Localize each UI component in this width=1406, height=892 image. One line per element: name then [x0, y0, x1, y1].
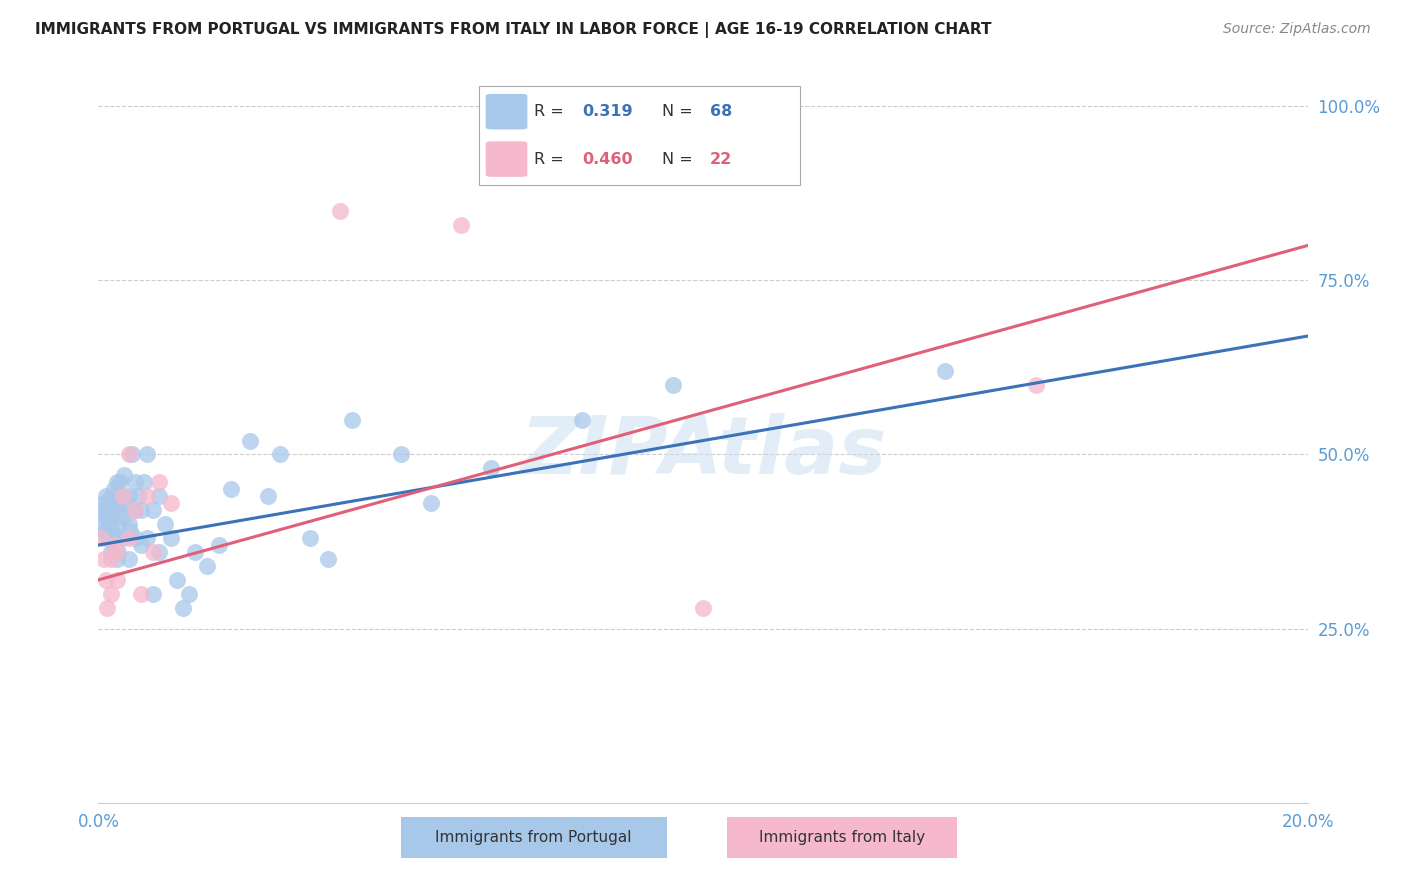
Point	[184, 545, 207, 559]
Text: ZIPAtlas: ZIPAtlas	[520, 413, 886, 491]
Point	[105, 517, 128, 532]
Point	[329, 203, 352, 218]
Point	[96, 489, 118, 503]
Point	[100, 545, 122, 559]
Point	[105, 552, 128, 566]
Point	[107, 545, 129, 559]
Point	[221, 483, 243, 497]
Point	[118, 448, 141, 462]
Point	[93, 524, 115, 538]
Point	[103, 538, 125, 552]
Point	[571, 412, 593, 426]
Point	[111, 531, 134, 545]
Point	[299, 531, 322, 545]
Point	[142, 545, 165, 559]
Point	[160, 531, 183, 545]
Point	[692, 600, 714, 615]
Point	[94, 573, 117, 587]
Point	[934, 364, 956, 378]
Point	[93, 552, 115, 566]
Point	[103, 483, 125, 497]
Text: IMMIGRANTS FROM PORTUGAL VS IMMIGRANTS FROM ITALY IN LABOR FORCE | AGE 16-19 COR: IMMIGRANTS FROM PORTUGAL VS IMMIGRANTS F…	[35, 22, 991, 38]
Point	[105, 475, 128, 490]
Point	[100, 510, 122, 524]
Point	[91, 503, 114, 517]
Point	[103, 538, 125, 552]
Point	[142, 587, 165, 601]
Point	[96, 503, 118, 517]
Point	[127, 489, 149, 503]
Point	[98, 517, 121, 532]
Point	[90, 531, 112, 545]
Point	[142, 503, 165, 517]
Point	[101, 496, 124, 510]
Point	[132, 475, 155, 490]
Point	[316, 552, 339, 566]
Point	[100, 489, 122, 503]
Point	[93, 496, 115, 510]
Point	[96, 600, 118, 615]
Point	[172, 600, 194, 615]
Point	[256, 489, 278, 503]
Point	[208, 538, 231, 552]
Point	[118, 517, 141, 532]
Point	[124, 531, 146, 545]
Point	[124, 503, 146, 517]
Point	[118, 552, 141, 566]
Point	[148, 475, 170, 490]
Point	[104, 531, 127, 545]
Point	[118, 531, 141, 545]
Point	[1024, 377, 1046, 392]
Point	[148, 545, 170, 559]
Point	[481, 461, 503, 475]
Point	[94, 510, 117, 524]
Point	[450, 218, 472, 232]
Point	[118, 489, 141, 503]
Point	[135, 448, 157, 462]
Point	[661, 377, 683, 392]
Point	[118, 524, 141, 538]
Point	[96, 531, 118, 545]
Point	[112, 468, 135, 483]
Point	[269, 448, 291, 462]
Point	[135, 489, 157, 503]
Point	[105, 496, 128, 510]
Point	[121, 448, 143, 462]
Point	[195, 558, 218, 573]
Point	[160, 496, 183, 510]
Point	[420, 496, 443, 510]
Point	[124, 503, 146, 517]
Point	[90, 517, 112, 532]
Point	[111, 489, 134, 503]
Point	[114, 496, 136, 510]
Point	[105, 545, 128, 559]
Point	[100, 587, 122, 601]
Point	[111, 510, 134, 524]
Point	[166, 573, 188, 587]
Point	[135, 531, 157, 545]
Text: Source: ZipAtlas.com: Source: ZipAtlas.com	[1223, 22, 1371, 37]
Point	[129, 587, 152, 601]
Point	[124, 475, 146, 490]
Point	[239, 434, 262, 448]
Point	[179, 587, 201, 601]
Point	[105, 573, 128, 587]
Point	[129, 538, 152, 552]
Point	[108, 475, 131, 490]
Point	[342, 412, 364, 426]
Point	[108, 503, 131, 517]
Point	[153, 517, 176, 532]
Point	[389, 448, 412, 462]
Point	[100, 552, 122, 566]
Point	[129, 503, 152, 517]
Point	[148, 489, 170, 503]
Point	[100, 524, 122, 538]
Point	[111, 489, 134, 503]
